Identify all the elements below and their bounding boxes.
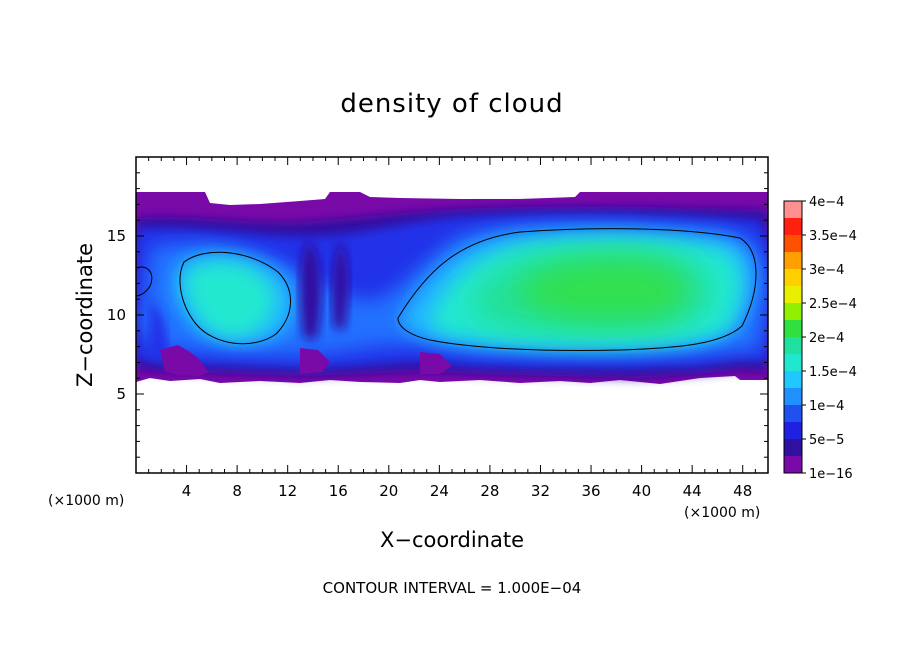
colorbar-label: 1e−4 [809,399,844,414]
field-streak-3 [150,300,168,360]
colorbar-label: 4e−4 [809,195,844,210]
x-tick-label: 16 [329,482,348,500]
colorbar-swatch [784,320,802,338]
x-tick-label: 32 [531,482,550,500]
colorbar-swatch [784,371,802,389]
colorbar-swatch [784,286,802,304]
field-base-blobs [160,345,452,376]
contour-line-2 [397,228,757,351]
y-axis-ticks: 5 10 15 [107,172,768,458]
y-tick-label: 10 [107,306,126,324]
field-streak-2 [332,240,349,330]
x-axis-label: X−coordinate [380,528,524,552]
y-tick-label: 5 [116,385,126,403]
x-unit-label-right: (×1000 m) [684,505,760,521]
contour-line-3 [136,266,153,297]
x-tick-label: 28 [480,482,499,500]
field-layer-7 [520,259,689,320]
colorbar-labels: 4e−4 3.5e−4 3e−4 2.5e−4 2e−4 1.5e−4 1e−4 5e−5 1e… [802,195,857,482]
field-streak-1 [299,240,322,340]
density-field [136,192,768,384]
colorbar-swatch [784,218,802,236]
field-top-notch-2 [360,192,580,199]
colorbar-swatch [784,337,802,355]
x-tick-label: 4 [182,482,192,500]
x-unit-label-left: (×1000 m) [48,493,124,509]
colorbar-label: 2.5e−4 [809,297,857,312]
colorbar [783,200,803,474]
colorbar-swatch [784,354,802,372]
colorbar-swatch [784,388,802,406]
colorbar-label: 3.5e−4 [809,229,857,244]
y-tick-label: 15 [107,227,126,245]
y-axis-label: Z−coordinate [73,243,97,387]
colorbar-swatch [784,439,802,457]
colorbar-swatch [784,235,802,253]
x-tick-label: 40 [632,482,651,500]
colorbar-label: 1e−16 [809,467,853,482]
contour-line-1 [179,251,291,345]
x-tick-label: 12 [278,482,297,500]
contour-interval-note: CONTOUR INTERVAL = 1.000E−04 [323,579,582,597]
field-layer-5 [185,262,274,337]
colorbar-label: 1.5e−4 [809,365,857,380]
colorbar-swatch [784,405,802,423]
x-tick-label: 8 [232,482,242,500]
colorbar-label: 3e−4 [809,263,844,278]
colorbar-label: 5e−5 [809,433,844,448]
colorbar-swatch [784,456,802,474]
x-tick-label: 24 [430,482,449,500]
colorbar-label: 2e−4 [809,331,844,346]
colorbar-swatch [784,252,802,270]
x-axis-ticks: 4 8 12 16 20 24 28 32 36 40 44 48 [148,157,756,500]
x-tick-label: 48 [733,482,752,500]
field-top-notch [205,192,330,205]
colorbar-swatch [784,303,802,321]
colorbar-swatch [784,269,802,287]
colorbar-swatch [784,201,802,219]
x-tick-label: 44 [683,482,702,500]
colorbar-swatch [784,422,802,440]
x-tick-label: 20 [379,482,398,500]
chart-title: density of cloud [340,89,563,119]
x-tick-label: 36 [581,482,600,500]
